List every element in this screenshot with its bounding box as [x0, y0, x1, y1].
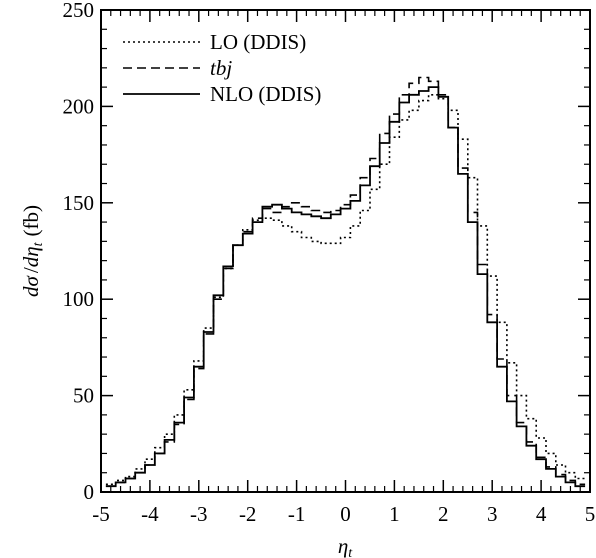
y-tick-label: 100: [63, 287, 95, 311]
y-axis-title: dσ/dηt(fb): [19, 205, 46, 297]
legend-label: NLO (DDIS): [210, 82, 321, 106]
x-tick-label: 1: [389, 502, 400, 526]
y-tick-label: 0: [84, 480, 95, 504]
series-line-tbj: [105, 76, 586, 487]
series-line-nlo-ddis: [105, 86, 586, 488]
y-tick-label: 50: [73, 384, 94, 408]
y-tick-label: 200: [63, 94, 95, 118]
x-axis-title: ηt: [338, 534, 353, 558]
x-tick-label: 5: [585, 502, 596, 526]
y-tick-label: 150: [63, 191, 95, 215]
x-tick-label: 0: [340, 502, 351, 526]
series-line-lo-ddis: [105, 94, 586, 486]
y-tick-label: 250: [63, 0, 95, 22]
x-tick-label: 4: [536, 502, 547, 526]
x-tick-label: -4: [141, 502, 159, 526]
x-tick-label: -3: [190, 502, 208, 526]
x-tick-label: -1: [288, 502, 306, 526]
x-tick-label: -5: [92, 502, 110, 526]
x-tick-label: 3: [487, 502, 498, 526]
x-tick-label: 2: [438, 502, 449, 526]
series-layer: [105, 76, 586, 488]
legend-label: tbj: [210, 56, 232, 80]
x-tick-label: -2: [239, 502, 257, 526]
legend-label: LO (DDIS): [210, 30, 306, 54]
svg-text:dσ/dηt(fb): dσ/dηt(fb): [19, 205, 46, 297]
